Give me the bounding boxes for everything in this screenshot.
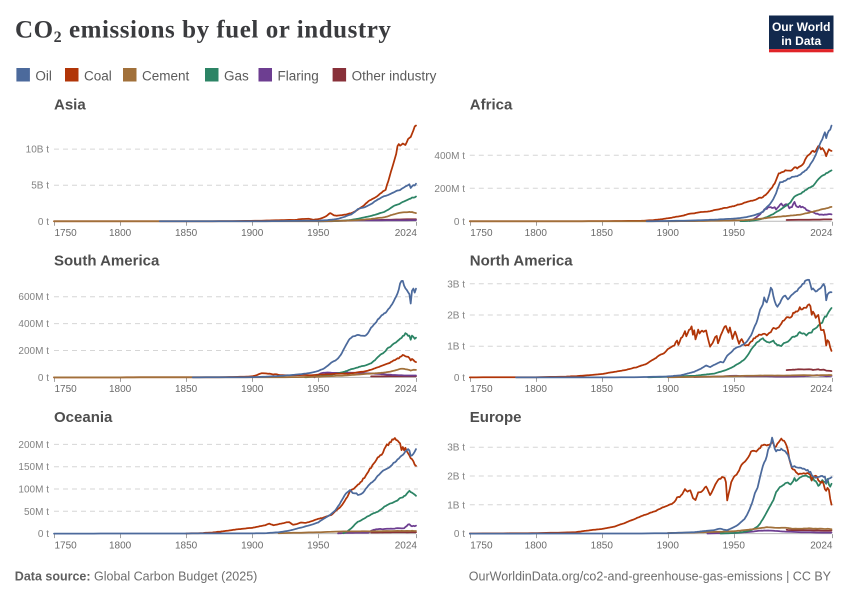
svg-text:CO2 emissions by fuel or indus: CO2 emissions by fuel or industry <box>15 17 391 47</box>
svg-text:1850: 1850 <box>175 384 198 395</box>
svg-text:0 t: 0 t <box>454 373 465 384</box>
svg-text:1800: 1800 <box>109 228 132 239</box>
svg-text:200M t: 200M t <box>434 184 465 195</box>
svg-text:North America: North America <box>470 253 573 270</box>
svg-text:1800: 1800 <box>525 384 548 395</box>
svg-text:1900: 1900 <box>241 384 264 395</box>
svg-text:0 t: 0 t <box>454 529 465 540</box>
svg-text:Asia: Asia <box>54 97 86 114</box>
svg-text:3B t: 3B t <box>447 443 465 454</box>
svg-text:200M t: 200M t <box>18 346 49 357</box>
svg-text:1850: 1850 <box>591 228 614 239</box>
svg-text:1850: 1850 <box>175 540 198 551</box>
svg-text:0 t: 0 t <box>38 217 49 228</box>
svg-text:South America: South America <box>54 253 160 270</box>
svg-text:1900: 1900 <box>657 540 680 551</box>
svg-text:1750: 1750 <box>470 384 493 395</box>
svg-text:Flaring: Flaring <box>278 69 319 84</box>
svg-text:1950: 1950 <box>307 384 330 395</box>
svg-text:100M t: 100M t <box>18 485 49 496</box>
svg-text:Africa: Africa <box>470 97 513 114</box>
svg-text:1800: 1800 <box>109 540 132 551</box>
svg-text:1800: 1800 <box>525 540 548 551</box>
svg-text:1850: 1850 <box>175 228 198 239</box>
svg-text:1B t: 1B t <box>447 342 465 353</box>
svg-text:1B t: 1B t <box>447 500 465 511</box>
svg-text:1850: 1850 <box>591 540 614 551</box>
svg-text:Data source: Global Carbon Bud: Data source: Global Carbon Budget (2025) <box>15 570 258 584</box>
svg-text:1800: 1800 <box>109 384 132 395</box>
svg-text:1950: 1950 <box>307 228 330 239</box>
svg-text:in Data: in Data <box>781 34 821 48</box>
svg-text:Europe: Europe <box>470 409 522 426</box>
svg-text:600M t: 600M t <box>18 292 49 303</box>
svg-text:OurWorldinData.org/co2-and-gre: OurWorldinData.org/co2-and-greenhouse-ga… <box>469 570 832 584</box>
svg-text:1900: 1900 <box>241 228 264 239</box>
svg-text:400M t: 400M t <box>18 319 49 330</box>
svg-text:1750: 1750 <box>470 228 493 239</box>
svg-text:2024: 2024 <box>395 540 418 551</box>
svg-text:5B t: 5B t <box>31 181 49 192</box>
svg-text:1950: 1950 <box>307 540 330 551</box>
svg-text:2024: 2024 <box>810 228 833 239</box>
svg-text:1750: 1750 <box>55 228 78 239</box>
svg-text:Our World: Our World <box>772 20 830 34</box>
svg-text:1750: 1750 <box>55 540 78 551</box>
svg-text:Cement: Cement <box>142 69 190 84</box>
svg-text:Oil: Oil <box>35 69 52 84</box>
svg-text:1900: 1900 <box>241 540 264 551</box>
svg-text:Coal: Coal <box>84 69 112 84</box>
svg-text:400M t: 400M t <box>434 151 465 162</box>
svg-text:Other industry: Other industry <box>352 69 437 84</box>
svg-text:0 t: 0 t <box>454 217 465 228</box>
svg-text:10B t: 10B t <box>26 145 50 156</box>
svg-text:1850: 1850 <box>591 384 614 395</box>
svg-text:2B t: 2B t <box>447 311 465 322</box>
svg-text:1950: 1950 <box>723 228 746 239</box>
svg-text:1750: 1750 <box>55 384 78 395</box>
svg-text:1900: 1900 <box>657 228 680 239</box>
svg-text:200M t: 200M t <box>18 440 49 451</box>
svg-text:2B t: 2B t <box>447 472 465 483</box>
svg-text:1900: 1900 <box>657 384 680 395</box>
svg-text:0 t: 0 t <box>38 529 49 540</box>
svg-text:1750: 1750 <box>470 540 493 551</box>
svg-text:2024: 2024 <box>395 228 418 239</box>
svg-text:0 t: 0 t <box>38 373 49 384</box>
svg-text:1950: 1950 <box>723 540 746 551</box>
svg-text:2024: 2024 <box>810 384 833 395</box>
svg-text:1950: 1950 <box>723 384 746 395</box>
svg-text:150M t: 150M t <box>18 462 49 473</box>
svg-text:3B t: 3B t <box>447 279 465 290</box>
svg-text:Gas: Gas <box>224 69 249 84</box>
svg-text:1800: 1800 <box>525 228 548 239</box>
svg-text:2024: 2024 <box>810 540 833 551</box>
svg-text:50M t: 50M t <box>24 507 49 518</box>
svg-text:Oceania: Oceania <box>54 409 113 426</box>
svg-text:2024: 2024 <box>395 384 418 395</box>
